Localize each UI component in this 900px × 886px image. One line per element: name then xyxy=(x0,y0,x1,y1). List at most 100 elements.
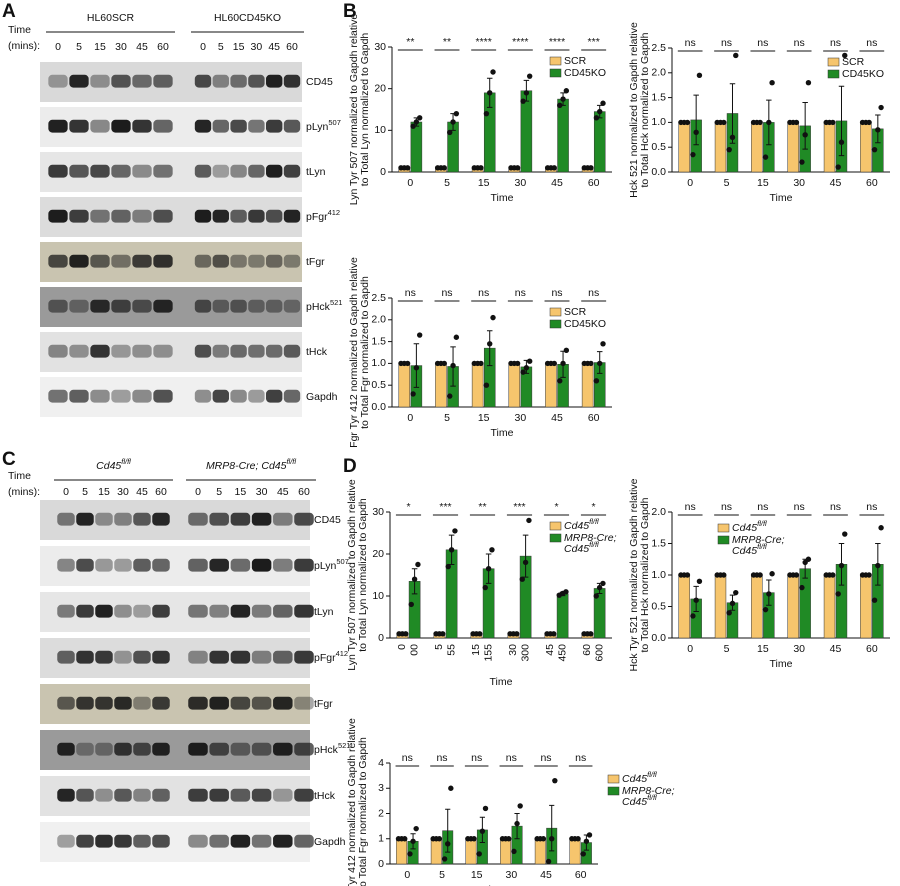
blot-band xyxy=(266,209,283,223)
blot-band xyxy=(251,742,272,756)
data-point xyxy=(766,591,772,597)
blot-band xyxy=(114,788,132,802)
data-point xyxy=(593,115,600,121)
data-point xyxy=(471,836,477,842)
x-axis-label: Time xyxy=(491,427,514,439)
legend-label-base: Cd45 xyxy=(622,773,647,785)
legend-label: Cd45fl/fl xyxy=(732,519,767,534)
blot-band xyxy=(273,650,293,664)
x-tick-label: 5 xyxy=(444,412,450,424)
data-point xyxy=(693,129,699,136)
blot-band xyxy=(283,254,301,268)
row-label-base: pLyn xyxy=(314,560,337,572)
row-label-base: tFgr xyxy=(314,698,333,710)
time-tick: 5 xyxy=(76,41,82,53)
blot-band xyxy=(111,389,131,403)
blot-band xyxy=(114,742,132,756)
legend-swatch xyxy=(549,56,562,66)
blot-band xyxy=(95,834,113,848)
time-tick: 60 xyxy=(157,41,169,53)
data-point xyxy=(835,164,841,170)
time-tick: 0 xyxy=(55,41,61,53)
data-point xyxy=(878,525,884,531)
legend-label-base: CD45KO xyxy=(564,318,606,330)
blot-band xyxy=(230,650,251,664)
data-point xyxy=(411,576,418,582)
legend-label-base: SCR xyxy=(564,55,587,67)
group-label-sup: fl/fl xyxy=(121,457,131,466)
data-point xyxy=(490,314,496,321)
sig-label: ns xyxy=(471,752,482,764)
bar-label: 155 xyxy=(482,644,494,662)
blot-band xyxy=(153,74,173,88)
sig-label: ns xyxy=(551,287,562,299)
data-point xyxy=(416,332,423,338)
row-label-base: CD45 xyxy=(306,76,333,88)
data-point xyxy=(477,631,483,637)
data-point xyxy=(445,841,451,847)
blot-band xyxy=(153,119,173,133)
sig-label: ** xyxy=(443,36,451,48)
y-tick-label: 2 xyxy=(378,807,384,819)
data-point xyxy=(514,165,521,171)
y-tick-label: 2.0 xyxy=(651,506,666,518)
group-label-base: MRP8-Cre; Cd45 xyxy=(206,460,287,472)
bar-label: 300 xyxy=(519,644,531,662)
data-point xyxy=(842,52,848,59)
row-label: tHck xyxy=(306,346,328,358)
data-point xyxy=(404,360,411,367)
group-label-base: Cd45 xyxy=(96,460,121,472)
blot-band xyxy=(95,788,113,802)
x-tick-label: 45 xyxy=(830,177,842,189)
data-point xyxy=(506,836,512,842)
x-tick-label: 60 xyxy=(866,177,878,189)
bar-label: 60 xyxy=(581,644,593,656)
data-point xyxy=(483,382,490,388)
blot-band xyxy=(133,742,151,756)
blot-band xyxy=(95,604,113,618)
y-tick-label: 0.5 xyxy=(651,600,666,612)
row-label-base: tLyn xyxy=(314,606,334,618)
blot-band xyxy=(95,696,113,710)
blot-band xyxy=(48,164,68,178)
data-point xyxy=(684,572,691,578)
x-tick-label: 0 xyxy=(407,177,413,189)
data-point xyxy=(404,165,411,171)
group-label: Cd45fl/fl xyxy=(96,457,131,472)
blot-band xyxy=(57,650,75,664)
data-point xyxy=(478,165,484,171)
blot-band xyxy=(194,164,212,178)
x-tick-label: 15 xyxy=(757,643,769,655)
data-point xyxy=(490,69,496,75)
blot-band xyxy=(48,389,68,403)
legend-label-base: Cd45 xyxy=(564,520,589,532)
row-label-base: pHck xyxy=(314,744,339,756)
x-tick-label: 45 xyxy=(830,643,842,655)
bar xyxy=(545,363,557,408)
blot-band xyxy=(90,119,110,133)
sig-label: ** xyxy=(478,501,486,513)
row-label-sup: 412 xyxy=(328,208,341,217)
legend-swatch xyxy=(607,786,620,796)
blot-band xyxy=(95,742,113,756)
sig-label: * xyxy=(406,501,410,513)
x-axis-label: Time xyxy=(770,658,793,670)
legend-label-base: CD45KO xyxy=(564,67,606,79)
time-tick: 45 xyxy=(136,41,148,53)
blot-band xyxy=(230,164,247,178)
group-label-sup: fl/fl xyxy=(286,457,296,466)
y-tick-label: 1.5 xyxy=(371,335,386,347)
row-label: pHck521 xyxy=(314,741,350,756)
blot-band xyxy=(209,742,229,756)
bar xyxy=(787,574,799,639)
data-point xyxy=(403,631,409,637)
legend-label-base: SCR xyxy=(842,56,865,68)
blot-band xyxy=(212,209,229,223)
data-point xyxy=(476,851,482,857)
error-bar xyxy=(486,330,493,367)
data-point xyxy=(769,571,775,577)
blot-band xyxy=(230,742,251,756)
x-axis-label: Time xyxy=(483,884,506,886)
data-point xyxy=(866,572,872,578)
